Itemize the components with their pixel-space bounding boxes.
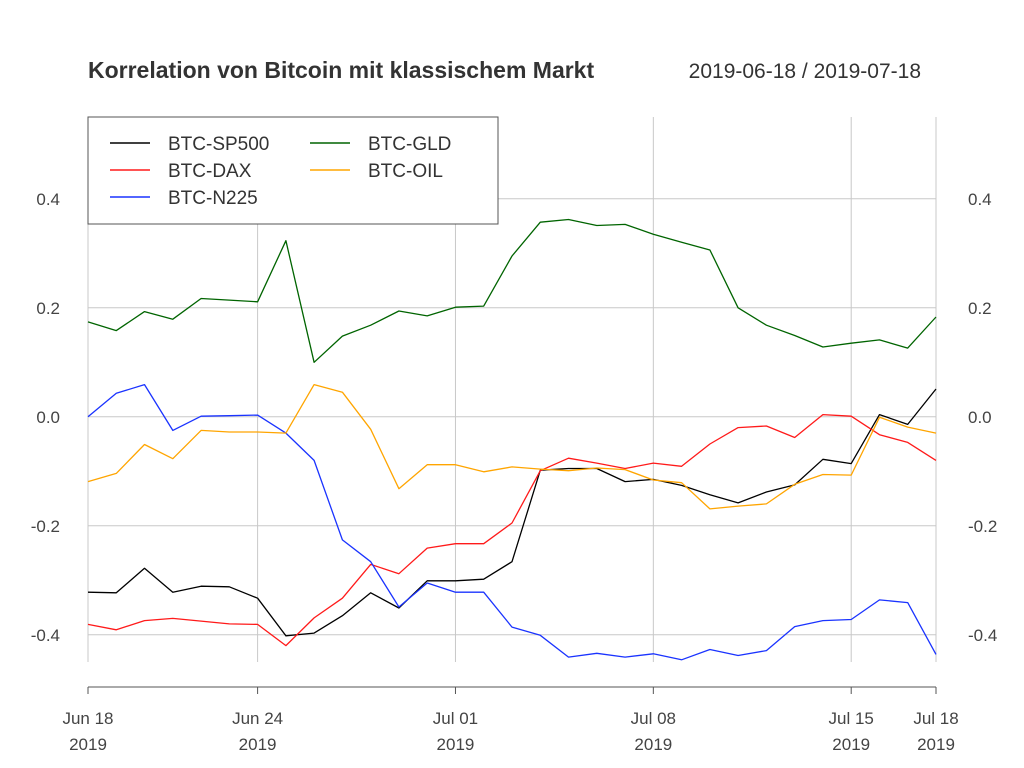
chart-title: Korrelation von Bitcoin mit klassischem …: [88, 57, 594, 83]
legend-box: [87, 116, 499, 225]
y-tick-label-left: 0.0: [36, 408, 60, 427]
x-tick-label: Jun 24: [232, 709, 283, 728]
y-tick-label-right: 0.4: [968, 190, 992, 209]
x-tick-year: 2019: [634, 735, 672, 754]
x-tick-label: Jul 15: [829, 709, 874, 728]
series-line-btc-dax: [87, 413, 937, 647]
series-line-btc-n225: [87, 383, 937, 661]
y-tick-label-left: 0.4: [36, 190, 60, 209]
x-tick-year: 2019: [239, 735, 277, 754]
date-range-label: 2019-06-18 / 2019-07-18: [689, 60, 921, 83]
legend-label: BTC-OIL: [368, 161, 443, 182]
y-tick-label-left: 0.2: [36, 299, 60, 318]
y-tick-label-right: -0.2: [968, 517, 997, 536]
series-line-btc-oil: [87, 383, 937, 510]
x-tick-year: 2019: [437, 735, 475, 754]
series-line-btc-gld: [87, 218, 937, 363]
x-tick-year: 2019: [832, 735, 870, 754]
x-tick-label: Jul 01: [433, 709, 478, 728]
legend-label: BTC-GLD: [368, 134, 451, 155]
x-tick-year: 2019: [917, 735, 955, 754]
legend: BTC-SP500 BTC-DAX BTC-N225 BTC-GLD BTC-OIL: [87, 116, 499, 225]
axes: Jun 18 2019 Jun 24 2019 Jul 01 2019 Jul 08 2019…: [31, 190, 998, 754]
y-tick-label-right: 0.2: [968, 299, 992, 318]
x-tick-year: 2019: [69, 735, 107, 754]
legend-label: BTC-SP500: [168, 134, 269, 155]
y-tick-label-left: -0.2: [31, 517, 60, 536]
legend-label: BTC-DAX: [168, 161, 252, 182]
x-tick-label: Jun 18: [62, 709, 113, 728]
series-lines: [87, 218, 937, 661]
x-tick-label: Jul 08: [631, 709, 676, 728]
legend-label: BTC-N225: [168, 188, 258, 209]
y-tick-label-right: -0.4: [968, 626, 997, 645]
y-tick-label-left: -0.4: [31, 626, 60, 645]
x-tick-label: Jul 18: [913, 709, 958, 728]
y-tick-label-right: 0.0: [968, 408, 992, 427]
